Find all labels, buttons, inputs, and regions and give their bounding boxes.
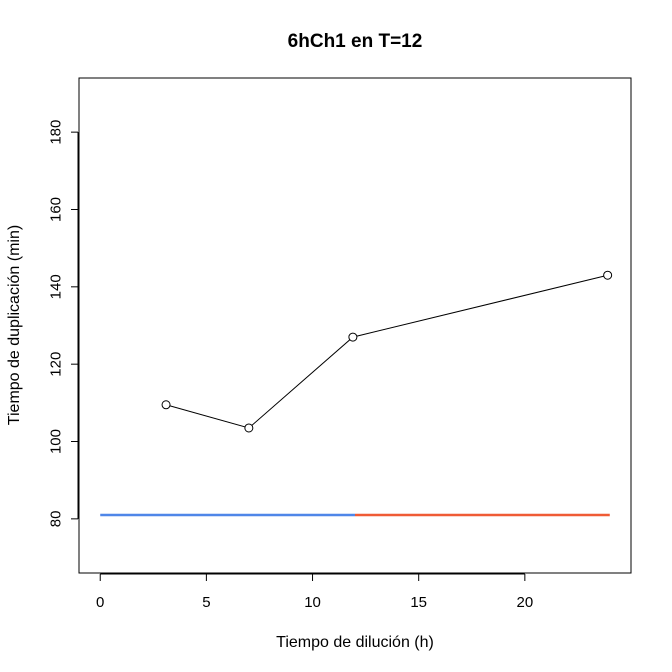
x-tick-label-0: 0 bbox=[96, 594, 104, 611]
x-tick-label-2: 10 bbox=[304, 594, 321, 611]
series-line-0 bbox=[165, 274, 608, 429]
x-tick-label-1: 5 bbox=[202, 594, 210, 611]
chart-title: 6hCh1 en T=12 bbox=[288, 31, 423, 52]
y-tick-label-1: 100 bbox=[48, 429, 65, 454]
plot-frame bbox=[78, 77, 632, 574]
y-axis: 80 100 120 140 160 180 bbox=[48, 120, 79, 528]
data-point-0 bbox=[161, 400, 171, 410]
y-tick-label-0: 80 bbox=[48, 511, 65, 528]
y-tick-label-5: 180 bbox=[48, 120, 65, 145]
y-tick-label-4: 160 bbox=[48, 197, 65, 222]
y-axis-label: Tiempo de duplicación (min) bbox=[6, 225, 23, 425]
data-point-3 bbox=[603, 270, 613, 280]
data-point-1 bbox=[244, 423, 254, 433]
x-tick-label-4: 20 bbox=[517, 594, 534, 611]
y-tick-label-2: 120 bbox=[48, 352, 65, 377]
plot-area bbox=[78, 77, 632, 574]
series-layer bbox=[161, 270, 613, 433]
x-axis-label: Tiempo de dilución (h) bbox=[276, 634, 434, 651]
x-axis: 0 5 10 15 20 bbox=[96, 573, 534, 611]
y-tick-label-3: 140 bbox=[48, 274, 65, 299]
data-point-2 bbox=[348, 332, 358, 342]
x-tick-label-3: 15 bbox=[410, 594, 427, 611]
